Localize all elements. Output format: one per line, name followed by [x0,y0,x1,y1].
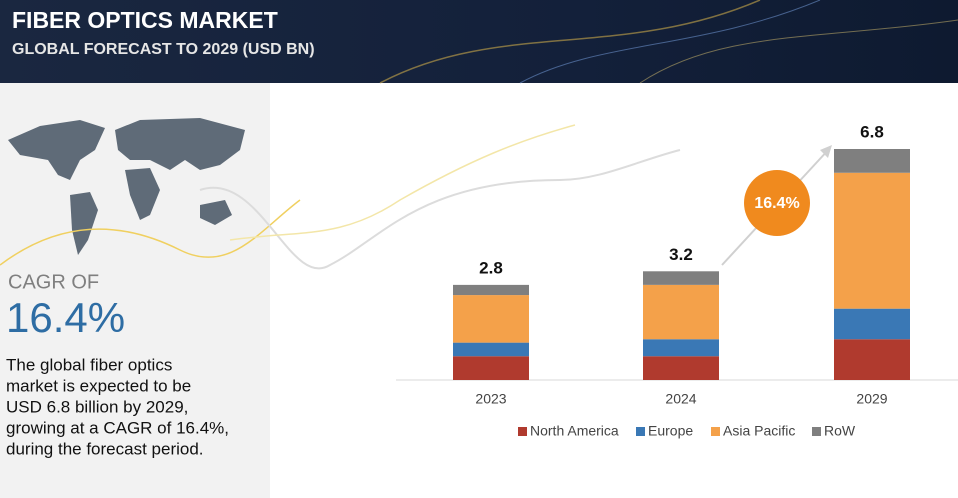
growth-arrowhead [820,145,832,158]
legend-label: North America [530,423,619,439]
cagr-label: CAGR OF [8,271,99,293]
header-subtitle: GLOBAL FORECAST TO 2029 (USD BN) [12,41,315,58]
bar-segment [834,308,910,340]
legend-swatch [636,427,645,436]
total-label: 6.8 [860,122,884,141]
header-decoration [519,0,821,84]
bar-segment [453,356,529,380]
description-line: USD 6.8 billion by 2029, [6,397,188,416]
x-tick-label: 2024 [665,391,696,407]
bar-segment [643,356,719,380]
bar-segment [834,339,910,380]
description-line: growing at a CAGR of 16.4%, [6,418,229,437]
legend-swatch [812,427,821,436]
decoration-curve [229,124,576,241]
description-line: market is expected to be [6,376,191,395]
bar-segment [643,339,719,357]
x-tick-label: 2023 [475,391,506,407]
bar-segment [643,284,719,340]
total-label: 2.8 [479,258,503,277]
bar-segment [643,271,719,285]
bar-segment [453,342,529,357]
decoration-curve [0,199,301,266]
header-background [0,0,958,83]
description-line: The global fiber optics [6,355,172,374]
cagr-badge [744,170,810,236]
decoration-curve [199,149,681,270]
world-map [8,118,245,255]
cagr-badge-label: 16.4% [754,195,799,212]
legend-label: RoW [824,423,856,439]
legend-swatch [711,427,720,436]
header-decoration [639,19,958,84]
legend-swatch [518,427,527,436]
bar-segment [834,149,910,173]
legend-label: Europe [648,423,693,439]
total-label: 3.2 [669,245,693,264]
bar-segment [453,295,529,343]
x-tick-label: 2029 [856,391,887,407]
header-title: FIBER OPTICS MARKET [12,7,278,33]
header-decoration [379,0,761,84]
bar-segment [453,284,529,296]
cagr-value: 16.4% [6,294,125,341]
legend-label: Asia Pacific [723,423,795,439]
description-line: during the forecast period. [6,439,204,458]
bar-segment [834,172,910,309]
